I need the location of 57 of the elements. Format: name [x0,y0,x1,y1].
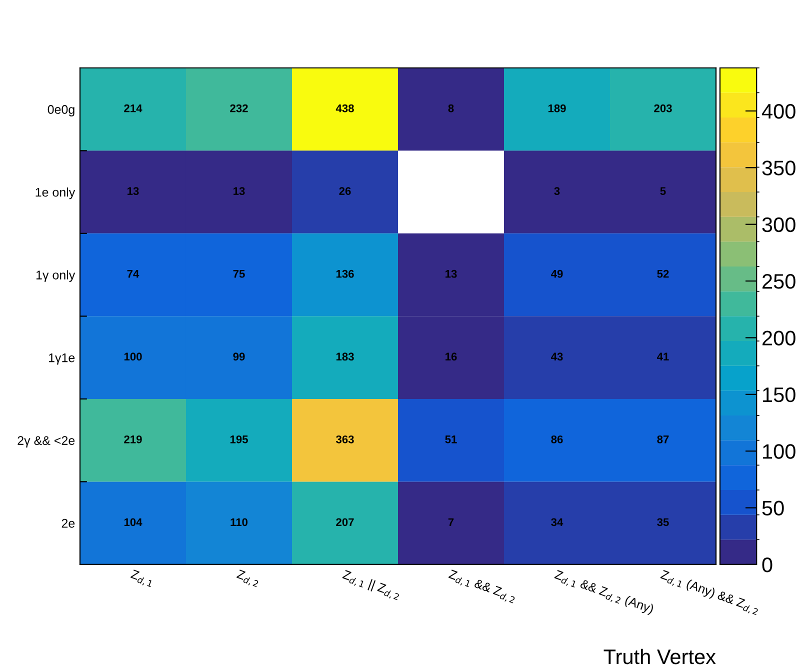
color-bar-label: 0 [762,557,772,572]
data-label: 43 [550,352,563,361]
data-label: 104 [124,518,142,526]
data-label: 13 [234,187,245,196]
data-label: 16 [446,352,457,361]
x-tick-label: Z$_{d,1}$ (Any) && Z$_{d,2}$ [659,569,760,616]
x-tick-label: Z$_{d,1}$ && Z$_{d,2}$ [447,569,517,604]
data-label: 214 [124,104,142,112]
data-label: 34 [551,518,564,526]
y-tick-label: 0e0g [48,105,74,116]
data-label: 13 [446,270,457,278]
x-tick-label: Z$_{d,1}$ && Z$_{d,2}$ (Any) [553,569,654,616]
data-label: 219 [124,435,142,444]
y-tick-label: 1γ only [36,270,76,282]
data-label: 438 [336,104,354,112]
y-tick-label: 2e [62,518,75,528]
data-label: 136 [336,270,354,278]
data-label: 52 [657,270,669,278]
data-label: 195 [230,435,248,444]
color-bar-label: 250 [762,274,796,289]
y-tick-label: 2γ && <2e [18,436,75,448]
color-bar-label: 150 [763,387,796,402]
data-label: 110 [230,518,248,526]
data-label: 87 [657,435,669,444]
y-tick-label: 1e only [36,187,76,200]
data-label: 5 [660,187,666,196]
data-label: 183 [336,352,354,361]
data-label: 49 [550,270,563,278]
x-tick-label: Z$_{d,2}$ [235,569,260,588]
color-bar-label: 400 [762,104,796,119]
data-label: 207 [336,518,354,526]
x-tick-label: Z$_{d,1}$ [129,569,154,588]
color-bar-label: 300 [762,217,796,232]
color-bar-label: 350 [762,160,796,176]
x-tick-label: Z$_{d,1}$ || Z$_{d,2}$ [341,569,402,602]
data-label: 203 [654,104,672,112]
color-bar-label: 50 [762,500,784,516]
data-label: 51 [445,436,457,444]
data-label: 7 [448,518,454,526]
data-label: 41 [656,352,669,360]
data-label: 13 [128,187,139,196]
y-tick-label: 1γ1e [48,353,75,365]
color-bar-label: 100 [763,444,796,459]
x-axis-title: Truth Vertex [604,648,716,664]
data-label: 99 [233,352,245,361]
data-label: 8 [448,104,454,112]
color-bar-label: 200 [762,330,796,346]
data-label: 100 [124,352,142,361]
data-label: 75 [233,270,245,278]
data-label: 363 [336,435,354,444]
data-label: 232 [230,104,248,112]
data-label: 26 [339,187,351,196]
data-label: 189 [548,104,566,112]
data-label: 3 [554,187,560,196]
data-label: 35 [657,518,669,526]
data-label: 86 [551,435,563,444]
data-label: 74 [127,270,140,278]
